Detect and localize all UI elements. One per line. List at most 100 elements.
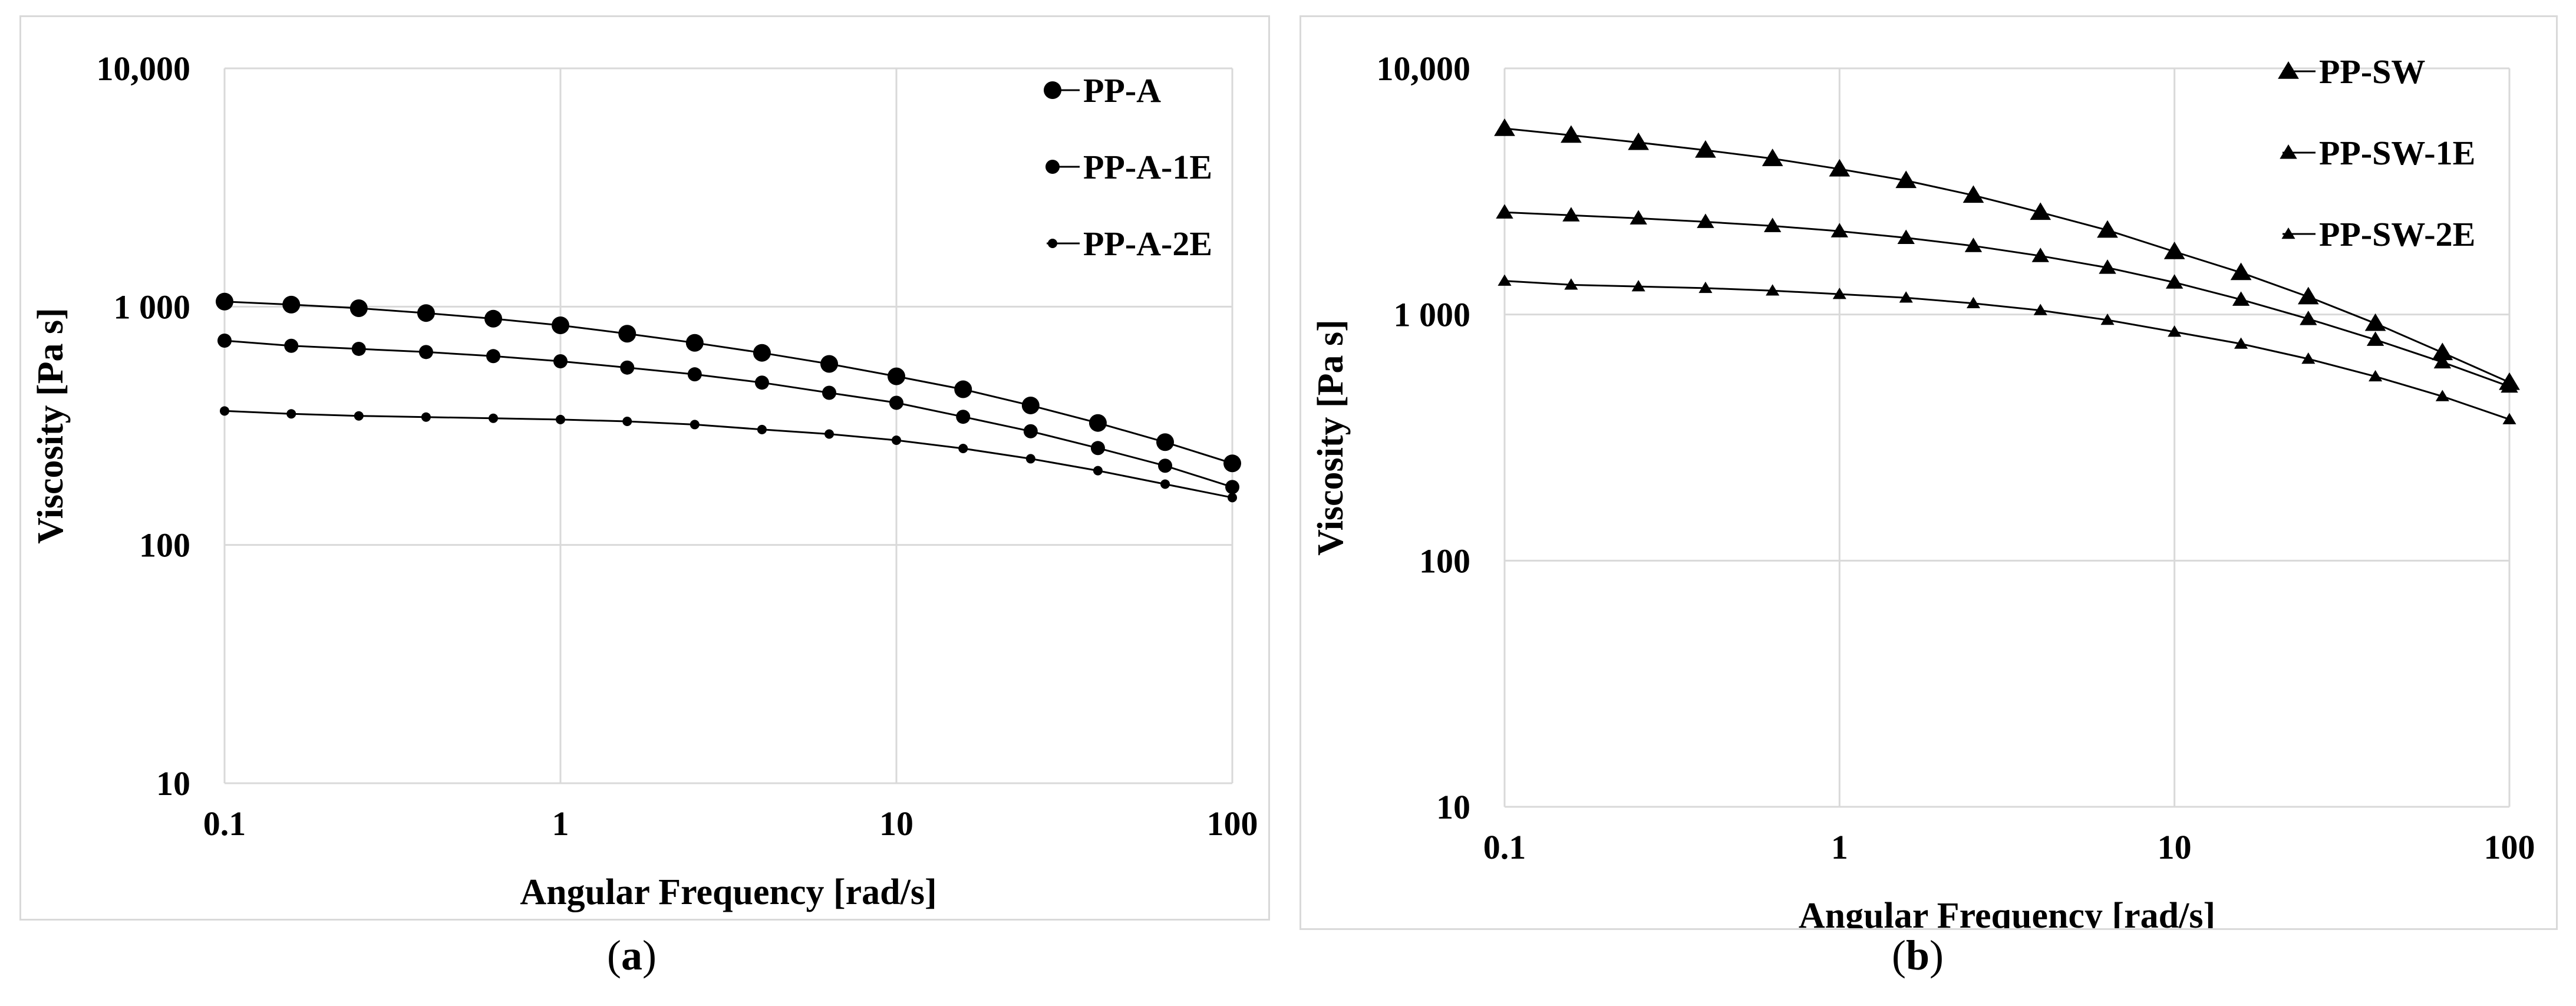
data-point [1562, 207, 1580, 222]
data-point [2030, 202, 2051, 220]
data-point [620, 360, 635, 375]
data-point [1631, 280, 1645, 292]
data-point [1829, 159, 1851, 177]
data-point [1832, 288, 1846, 299]
data-point [757, 424, 767, 434]
data-point [282, 295, 301, 314]
data-point [220, 406, 229, 416]
legend-marker [2278, 61, 2299, 79]
legend-label: PP-A-1E [1083, 148, 1212, 186]
data-point [2366, 331, 2384, 346]
caption-a-letter: a [621, 932, 642, 979]
data-point [2168, 325, 2182, 337]
x-tick-label: 10 [879, 804, 913, 843]
caption-b-letter: b [1905, 932, 1930, 979]
data-point [822, 385, 837, 400]
data-point [2300, 311, 2317, 325]
data-point [1496, 204, 1513, 219]
data-point [216, 292, 233, 311]
data-point [687, 367, 702, 382]
data-point [888, 367, 905, 385]
caption-a: (a) [607, 932, 657, 979]
data-point [552, 316, 569, 334]
data-point [1025, 454, 1035, 464]
data-point [2433, 354, 2452, 369]
data-point [1899, 291, 1913, 303]
legend-entry: PP-A-1E [1045, 148, 1212, 186]
legend-entry: PP-SW [2278, 52, 2425, 91]
data-point [2100, 313, 2115, 325]
data-point [2163, 242, 2185, 259]
data-point [2232, 291, 2250, 306]
series-line [224, 410, 1233, 499]
series-pp-a-1e [217, 334, 1239, 494]
data-point [1223, 454, 1241, 473]
series-pp-sw [1494, 118, 2520, 390]
legend-entry: PP-SW-2E [2281, 215, 2475, 253]
data-point [1156, 433, 1175, 451]
legend-label: PP-A [1083, 71, 1161, 110]
data-point [1964, 238, 1983, 252]
caption-b: (b) [1892, 932, 1944, 979]
data-point [1090, 441, 1105, 456]
data-point [217, 334, 232, 348]
data-point [1962, 185, 1984, 203]
data-point [2301, 352, 2316, 364]
data-point [2097, 220, 2118, 238]
data-point [2364, 313, 2386, 331]
series-pp-a [216, 292, 1241, 473]
data-point [1561, 125, 1582, 143]
data-point [2435, 390, 2449, 401]
chart-b-svg: 0.1 1 10 100 10 100 1 000 10,000 Angular Frequen… [1311, 50, 2535, 928]
x-tick-label: 0.1 [203, 804, 246, 843]
data-point [1089, 414, 1107, 432]
legend-label: PP-SW [2319, 52, 2425, 91]
data-point [820, 355, 839, 373]
chart-panel-b: 0.1 1 10 100 10 100 1 000 10,000 Angular Frequen… [1299, 15, 2558, 930]
y-tick-label: 1 000 [1394, 296, 1471, 334]
series-pp-sw-2e [1498, 274, 2516, 424]
data-point [556, 414, 565, 424]
series-line [224, 301, 1233, 464]
x-axis-title: Angular Frequency [rad/s] [1799, 896, 2215, 928]
y-tick-label: 10,000 [97, 50, 191, 88]
data-point [349, 299, 368, 317]
x-tick-label: 1 [552, 804, 569, 843]
gridlines [1503, 67, 2511, 808]
x-axis-title: Angular Frequency [rad/s] [520, 872, 936, 912]
data-point [958, 443, 968, 453]
data-point [824, 429, 835, 439]
data-point [2501, 378, 2518, 393]
legend-marker [2280, 144, 2297, 159]
data-point [1021, 396, 1040, 414]
data-point [489, 413, 499, 423]
data-point [1628, 132, 1649, 150]
x-tick-label: 10 [2158, 828, 2192, 866]
legend-marker [1044, 81, 1061, 99]
data-point [1564, 278, 1578, 290]
data-point [1160, 479, 1170, 489]
data-point [2165, 274, 2184, 289]
data-point [685, 334, 704, 352]
data-point [690, 420, 700, 430]
data-point [2234, 337, 2248, 349]
data-point [2230, 262, 2252, 281]
data-point [1763, 217, 1782, 232]
x-tick-label: 100 [1207, 804, 1258, 843]
data-point [1762, 149, 1783, 166]
data-point [2432, 342, 2453, 361]
y-axis-title: Viscosity [Pa s] [31, 308, 71, 544]
data-point [1695, 140, 1716, 158]
series-line [1504, 211, 2510, 388]
data-point [1830, 223, 1849, 238]
legend-label: PP-A-2E [1083, 225, 1212, 263]
data-point [1093, 466, 1103, 476]
series-pp-sw-1e [1496, 204, 2518, 393]
y-tick-label: 1 000 [114, 288, 191, 326]
data-point [484, 309, 503, 328]
data-point [1023, 424, 1038, 438]
data-point [1498, 274, 1512, 286]
data-point [1698, 281, 1713, 293]
data-point [956, 410, 971, 424]
data-point [889, 395, 903, 410]
